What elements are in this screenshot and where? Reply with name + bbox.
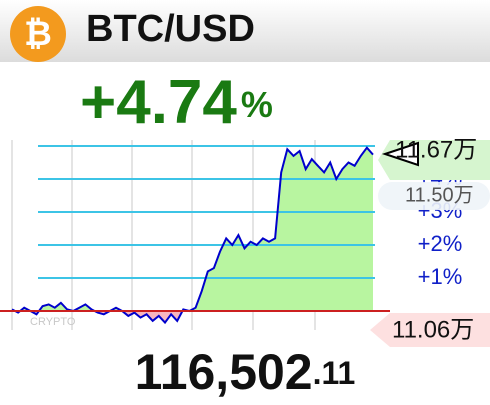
high-label: 11.67万 <box>395 136 477 163</box>
area-up <box>12 147 373 311</box>
y-tick-label: +1% <box>418 264 463 289</box>
title: BTC/USD <box>86 8 255 50</box>
bitcoin-symbol: ₿ <box>24 15 52 53</box>
change-value: +4.74 <box>80 68 237 137</box>
current-label: 11.50万 <box>405 184 474 206</box>
header-bar <box>0 0 490 62</box>
y-tick-label: +2% <box>418 231 463 256</box>
change-unit: % <box>241 84 273 125</box>
price-int: 116,502 <box>135 344 313 400</box>
low-label: 11.06万 <box>392 316 474 343</box>
price: 116,502.11 <box>135 344 356 400</box>
bitcoin-icon <box>10 6 66 62</box>
current-marker <box>381 141 419 167</box>
plot <box>0 145 390 325</box>
price-dec: .11 <box>313 355 356 391</box>
change: +4.74% <box>80 68 273 137</box>
low-box <box>370 313 490 347</box>
current-box <box>378 182 490 210</box>
watermark: CRYPTO <box>30 316 76 328</box>
